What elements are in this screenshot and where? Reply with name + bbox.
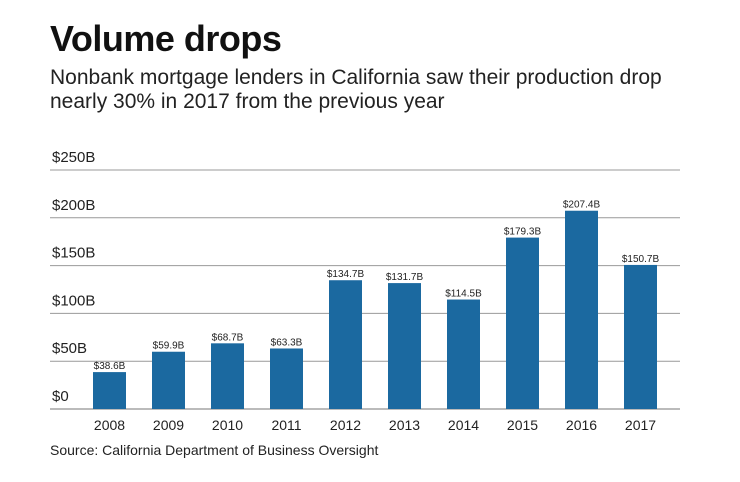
bar-2014 (447, 299, 480, 409)
x-tick-label: 2008 (94, 417, 125, 433)
x-tick-label: 2010 (212, 417, 243, 433)
source-note: Source: California Department of Busines… (50, 442, 379, 458)
x-tick-label: 2011 (271, 417, 301, 433)
chart-subtitle: Nonbank mortgage lenders in California s… (50, 66, 662, 113)
bar-2012 (329, 280, 362, 409)
data-label: $114.5B (445, 289, 482, 300)
data-label: $179.3B (504, 227, 542, 238)
bar-2010 (211, 343, 244, 409)
data-label: $207.4B (563, 200, 601, 211)
bar-2009 (152, 351, 185, 409)
y-tick-label: $200B (52, 197, 95, 214)
y-tick-label: $0 (52, 388, 69, 405)
x-tick-label: 2012 (330, 417, 361, 433)
data-label: $38.6B (94, 361, 126, 372)
bar-2013 (388, 283, 421, 409)
bar-2015 (506, 237, 539, 409)
chart-title: Volume drops (50, 18, 282, 59)
data-label: $59.9B (153, 341, 185, 352)
x-tick-label: 2017 (625, 417, 656, 433)
data-label: $134.7B (327, 269, 365, 280)
x-tick-label: 2013 (389, 417, 420, 433)
y-tick-label: $250B (52, 149, 95, 166)
x-tick-label: 2016 (566, 417, 597, 433)
y-tick-label: $150B (52, 245, 95, 262)
data-label: $63.3B (271, 337, 303, 348)
data-label: $68.7B (212, 332, 244, 343)
bar-2017 (624, 264, 657, 409)
bar-2011 (270, 348, 303, 409)
data-label: $150.7B (622, 254, 660, 265)
y-tick-label: $50B (52, 340, 87, 357)
x-tick-label: 2009 (153, 417, 184, 433)
y-tick-label: $100B (52, 292, 95, 309)
x-tick-label: 2015 (507, 417, 538, 433)
data-label: $131.7B (386, 272, 424, 283)
bar-2008 (93, 372, 126, 409)
bar-2016 (565, 210, 598, 409)
x-tick-label: 2014 (448, 417, 479, 433)
